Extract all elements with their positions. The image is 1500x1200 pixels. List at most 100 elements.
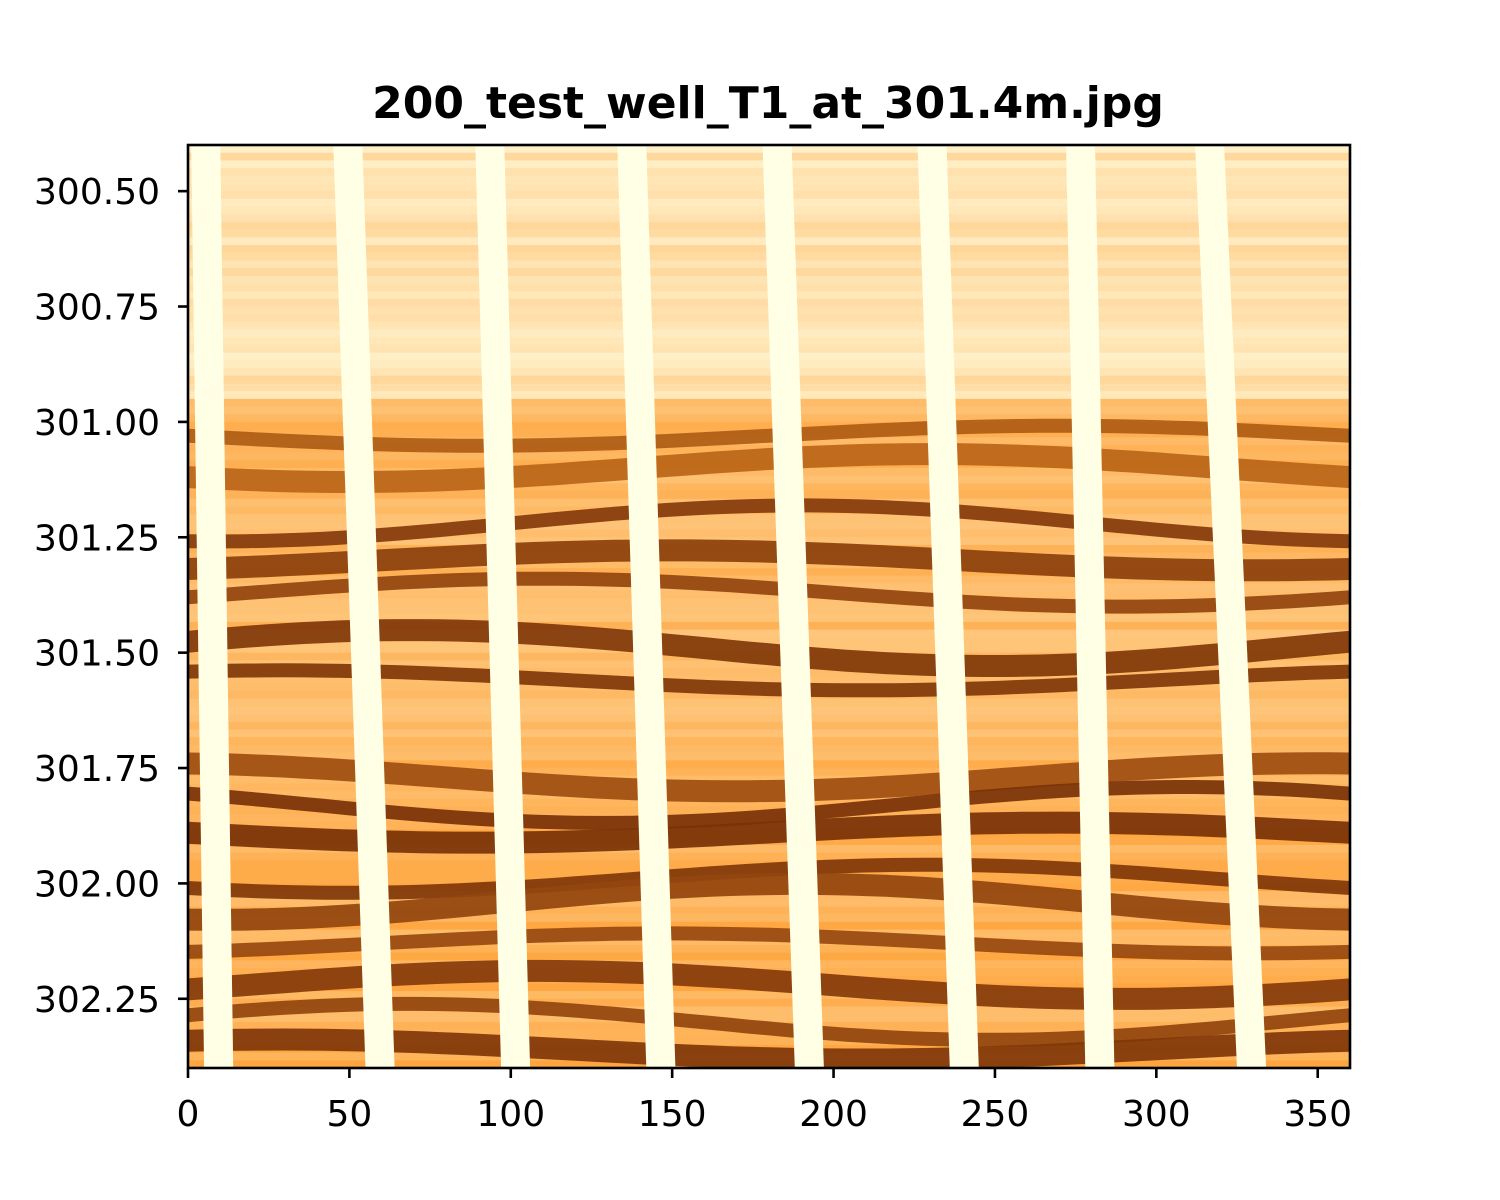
image-row [188, 344, 1350, 354]
chart-title: 200_test_well_T1_at_301.4m.jpg [372, 78, 1164, 129]
pad-gap-stripes [191, 145, 1267, 1068]
image-row [188, 706, 1350, 715]
x-tick-label: 100 [476, 1094, 545, 1135]
image-row [188, 1006, 1350, 1015]
y-tick-label: 300.75 [34, 288, 160, 329]
dark-band [188, 926, 1350, 961]
dark-band [188, 571, 1350, 614]
gap-stripe [617, 145, 676, 1068]
image-row [188, 614, 1350, 623]
x-tick-label: 250 [961, 1094, 1030, 1135]
image-row [188, 998, 1350, 1008]
dark-band [188, 959, 1350, 1010]
dark-band [188, 443, 1350, 493]
y-tick-label: 302.25 [34, 980, 160, 1021]
y-axis: 300.50 300.75 301.00 301.25 301.50 301.75 302.… [34, 172, 188, 1021]
image-row [188, 606, 1350, 615]
image-row [188, 960, 1350, 969]
image-row [188, 406, 1350, 415]
gap-stripe [762, 145, 824, 1068]
gap-stripe [475, 145, 531, 1068]
y-tick-label: 301.75 [34, 749, 160, 790]
image-row [188, 944, 1350, 954]
image-row [188, 775, 1350, 785]
image-row [188, 714, 1350, 723]
dark-band [188, 996, 1350, 1047]
dark-band [188, 663, 1350, 698]
image-row [188, 329, 1350, 338]
dark-band [188, 619, 1350, 677]
image-row [188, 668, 1350, 677]
image-row [188, 698, 1350, 708]
y-tick-label: 301.25 [34, 518, 160, 559]
dark-band [188, 539, 1350, 582]
image-row [188, 721, 1350, 731]
image-row [188, 744, 1350, 754]
image-row [188, 521, 1350, 531]
plot-frame [186, 143, 1352, 1070]
dark-band [188, 857, 1350, 900]
image-row [188, 398, 1350, 408]
gap-stripe [1066, 145, 1115, 1068]
image-row [188, 891, 1350, 900]
gap-stripe [191, 145, 234, 1068]
dark-band [188, 811, 1350, 854]
image-row [188, 906, 1350, 915]
image-row [188, 921, 1350, 931]
image-row [188, 483, 1350, 492]
image-row [188, 914, 1350, 923]
y-tick-label: 302.00 [34, 864, 160, 905]
x-tick-label: 0 [177, 1094, 200, 1135]
x-tick-label: 50 [326, 1094, 372, 1135]
gap-stripe [917, 145, 979, 1068]
image-row [188, 391, 1350, 400]
image-row [188, 952, 1350, 961]
dark-band [188, 780, 1350, 830]
dark-band [188, 1028, 1350, 1068]
image-row [188, 1014, 1350, 1023]
image-row [188, 760, 1350, 769]
image-row [188, 629, 1350, 638]
image-row [188, 468, 1350, 477]
x-tick-label: 150 [638, 1094, 707, 1135]
image-row [188, 752, 1350, 761]
image-row [188, 475, 1350, 485]
image-row [188, 575, 1350, 585]
gap-stripe [333, 145, 395, 1068]
x-tick-label: 200 [799, 1094, 868, 1135]
image-row [188, 591, 1350, 600]
image-row [188, 421, 1350, 431]
image-row [188, 568, 1350, 577]
image-row [188, 798, 1350, 808]
image-row [188, 637, 1350, 646]
dark-band [188, 498, 1350, 549]
image-row [188, 360, 1350, 369]
y-tick-label: 300.50 [34, 172, 160, 213]
x-tick-label: 350 [1283, 1094, 1352, 1135]
image-row [188, 560, 1350, 569]
image-row [188, 898, 1350, 908]
x-tick-label: 300 [1122, 1094, 1191, 1135]
image-row [188, 1037, 1350, 1046]
image-row [188, 768, 1350, 777]
image-row [188, 737, 1350, 746]
image-row [188, 383, 1350, 392]
dark-band [188, 752, 1350, 803]
image-row [188, 729, 1350, 738]
gap-stripe [1195, 145, 1267, 1068]
image-row [188, 852, 1350, 861]
image-row [188, 368, 1350, 377]
dark-band [188, 418, 1350, 453]
x-axis: 0 50 100 150 200 250 300 350 [177, 1068, 1352, 1135]
image-row [188, 675, 1350, 685]
y-tick-label: 301.00 [34, 403, 160, 444]
image-row [188, 375, 1350, 385]
image-row [188, 352, 1350, 361]
image-row [188, 991, 1350, 1000]
image-row [188, 598, 1350, 608]
image-row [188, 337, 1350, 346]
image-row [188, 529, 1350, 538]
y-tick-label: 301.50 [34, 634, 160, 675]
image-row [188, 514, 1350, 523]
